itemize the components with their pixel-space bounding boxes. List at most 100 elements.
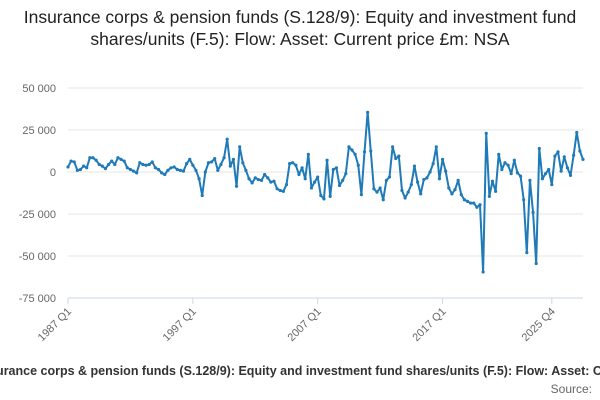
data-point[interactable] xyxy=(397,154,401,158)
data-point[interactable] xyxy=(284,183,289,187)
data-point[interactable] xyxy=(206,161,211,165)
data-point[interactable] xyxy=(415,180,420,184)
data-point[interactable] xyxy=(422,177,426,182)
data-point[interactable] xyxy=(172,165,176,169)
data-point[interactable] xyxy=(419,192,423,196)
data-point[interactable] xyxy=(350,148,354,152)
data-point[interactable] xyxy=(490,179,495,183)
data-point[interactable] xyxy=(459,193,463,197)
data-point[interactable] xyxy=(440,157,445,161)
data-point[interactable] xyxy=(238,145,242,149)
data-point[interactable] xyxy=(543,172,548,176)
data-point[interactable] xyxy=(316,175,320,179)
data-point[interactable] xyxy=(200,193,204,198)
data-point[interactable] xyxy=(100,164,104,168)
data-point[interactable] xyxy=(169,166,173,170)
data-point[interactable] xyxy=(135,171,139,175)
data-point[interactable] xyxy=(547,167,551,172)
data-point[interactable] xyxy=(353,152,357,156)
data-point[interactable] xyxy=(469,201,473,205)
data-point[interactable] xyxy=(484,131,488,135)
data-point[interactable] xyxy=(156,167,161,172)
data-point[interactable] xyxy=(75,168,79,172)
data-point[interactable] xyxy=(309,186,314,190)
data-point[interactable] xyxy=(300,166,304,170)
data-point[interactable] xyxy=(150,160,154,164)
data-point[interactable] xyxy=(185,162,189,166)
data-point[interactable] xyxy=(331,167,335,172)
data-point[interactable] xyxy=(175,167,179,172)
data-point[interactable] xyxy=(403,196,407,200)
data-point[interactable] xyxy=(550,183,554,187)
data-point[interactable] xyxy=(319,193,323,198)
data-point[interactable] xyxy=(216,168,220,172)
data-point[interactable] xyxy=(534,261,538,266)
data-point[interactable] xyxy=(322,197,326,201)
data-point[interactable] xyxy=(266,176,270,180)
data-point[interactable] xyxy=(575,130,579,135)
data-point[interactable] xyxy=(188,157,192,161)
data-point[interactable] xyxy=(106,162,111,167)
data-point[interactable] xyxy=(465,199,470,203)
data-point[interactable] xyxy=(306,152,310,156)
data-point[interactable] xyxy=(203,170,207,174)
data-point[interactable] xyxy=(163,172,167,177)
data-point[interactable] xyxy=(113,162,117,167)
data-point[interactable] xyxy=(366,110,370,114)
data-point[interactable] xyxy=(537,146,541,151)
data-point[interactable] xyxy=(69,159,73,163)
data-point[interactable] xyxy=(562,155,566,159)
data-point[interactable] xyxy=(378,186,382,190)
data-point[interactable] xyxy=(428,170,432,174)
data-point[interactable] xyxy=(568,173,573,177)
data-point[interactable] xyxy=(369,149,373,153)
data-point[interactable] xyxy=(253,176,257,180)
data-point[interactable] xyxy=(334,166,339,170)
data-point[interactable] xyxy=(138,161,142,165)
data-point[interactable] xyxy=(444,169,448,173)
data-point[interactable] xyxy=(506,163,510,167)
data-point[interactable] xyxy=(578,149,582,153)
data-point[interactable] xyxy=(269,180,273,184)
data-point[interactable] xyxy=(344,172,348,176)
data-point[interactable] xyxy=(412,164,417,168)
data-point[interactable] xyxy=(66,165,70,169)
data-point[interactable] xyxy=(259,178,264,182)
data-point[interactable] xyxy=(178,168,182,172)
data-point[interactable] xyxy=(456,178,460,182)
data-point[interactable] xyxy=(278,188,282,193)
data-point[interactable] xyxy=(391,145,395,149)
data-point[interactable] xyxy=(356,163,360,167)
data-point[interactable] xyxy=(94,158,98,162)
data-point[interactable] xyxy=(325,158,329,162)
data-point[interactable] xyxy=(515,171,520,175)
data-point[interactable] xyxy=(294,163,298,167)
data-point[interactable] xyxy=(141,162,145,167)
data-point[interactable] xyxy=(281,189,285,193)
data-point[interactable] xyxy=(312,180,317,184)
data-point[interactable] xyxy=(119,157,123,161)
data-point[interactable] xyxy=(559,169,563,173)
data-point[interactable] xyxy=(450,192,454,196)
data-point[interactable] xyxy=(291,161,295,165)
data-point[interactable] xyxy=(337,183,342,188)
data-point[interactable] xyxy=(565,166,569,170)
data-point[interactable] xyxy=(581,157,585,161)
data-point[interactable] xyxy=(85,166,89,170)
data-point[interactable] xyxy=(244,168,248,172)
data-point[interactable] xyxy=(181,169,186,173)
data-point[interactable] xyxy=(128,167,133,172)
data-point[interactable] xyxy=(531,210,535,214)
data-point[interactable] xyxy=(362,150,367,154)
data-point[interactable] xyxy=(78,167,83,172)
data-point[interactable] xyxy=(341,178,345,182)
data-point[interactable] xyxy=(297,172,301,177)
data-point[interactable] xyxy=(453,188,457,192)
data-point[interactable] xyxy=(250,181,254,185)
data-point[interactable] xyxy=(481,270,485,274)
data-point[interactable] xyxy=(425,176,429,180)
data-point[interactable] xyxy=(275,187,279,191)
data-point[interactable] xyxy=(160,171,164,175)
data-point[interactable] xyxy=(82,164,86,168)
data-point[interactable] xyxy=(209,160,214,164)
